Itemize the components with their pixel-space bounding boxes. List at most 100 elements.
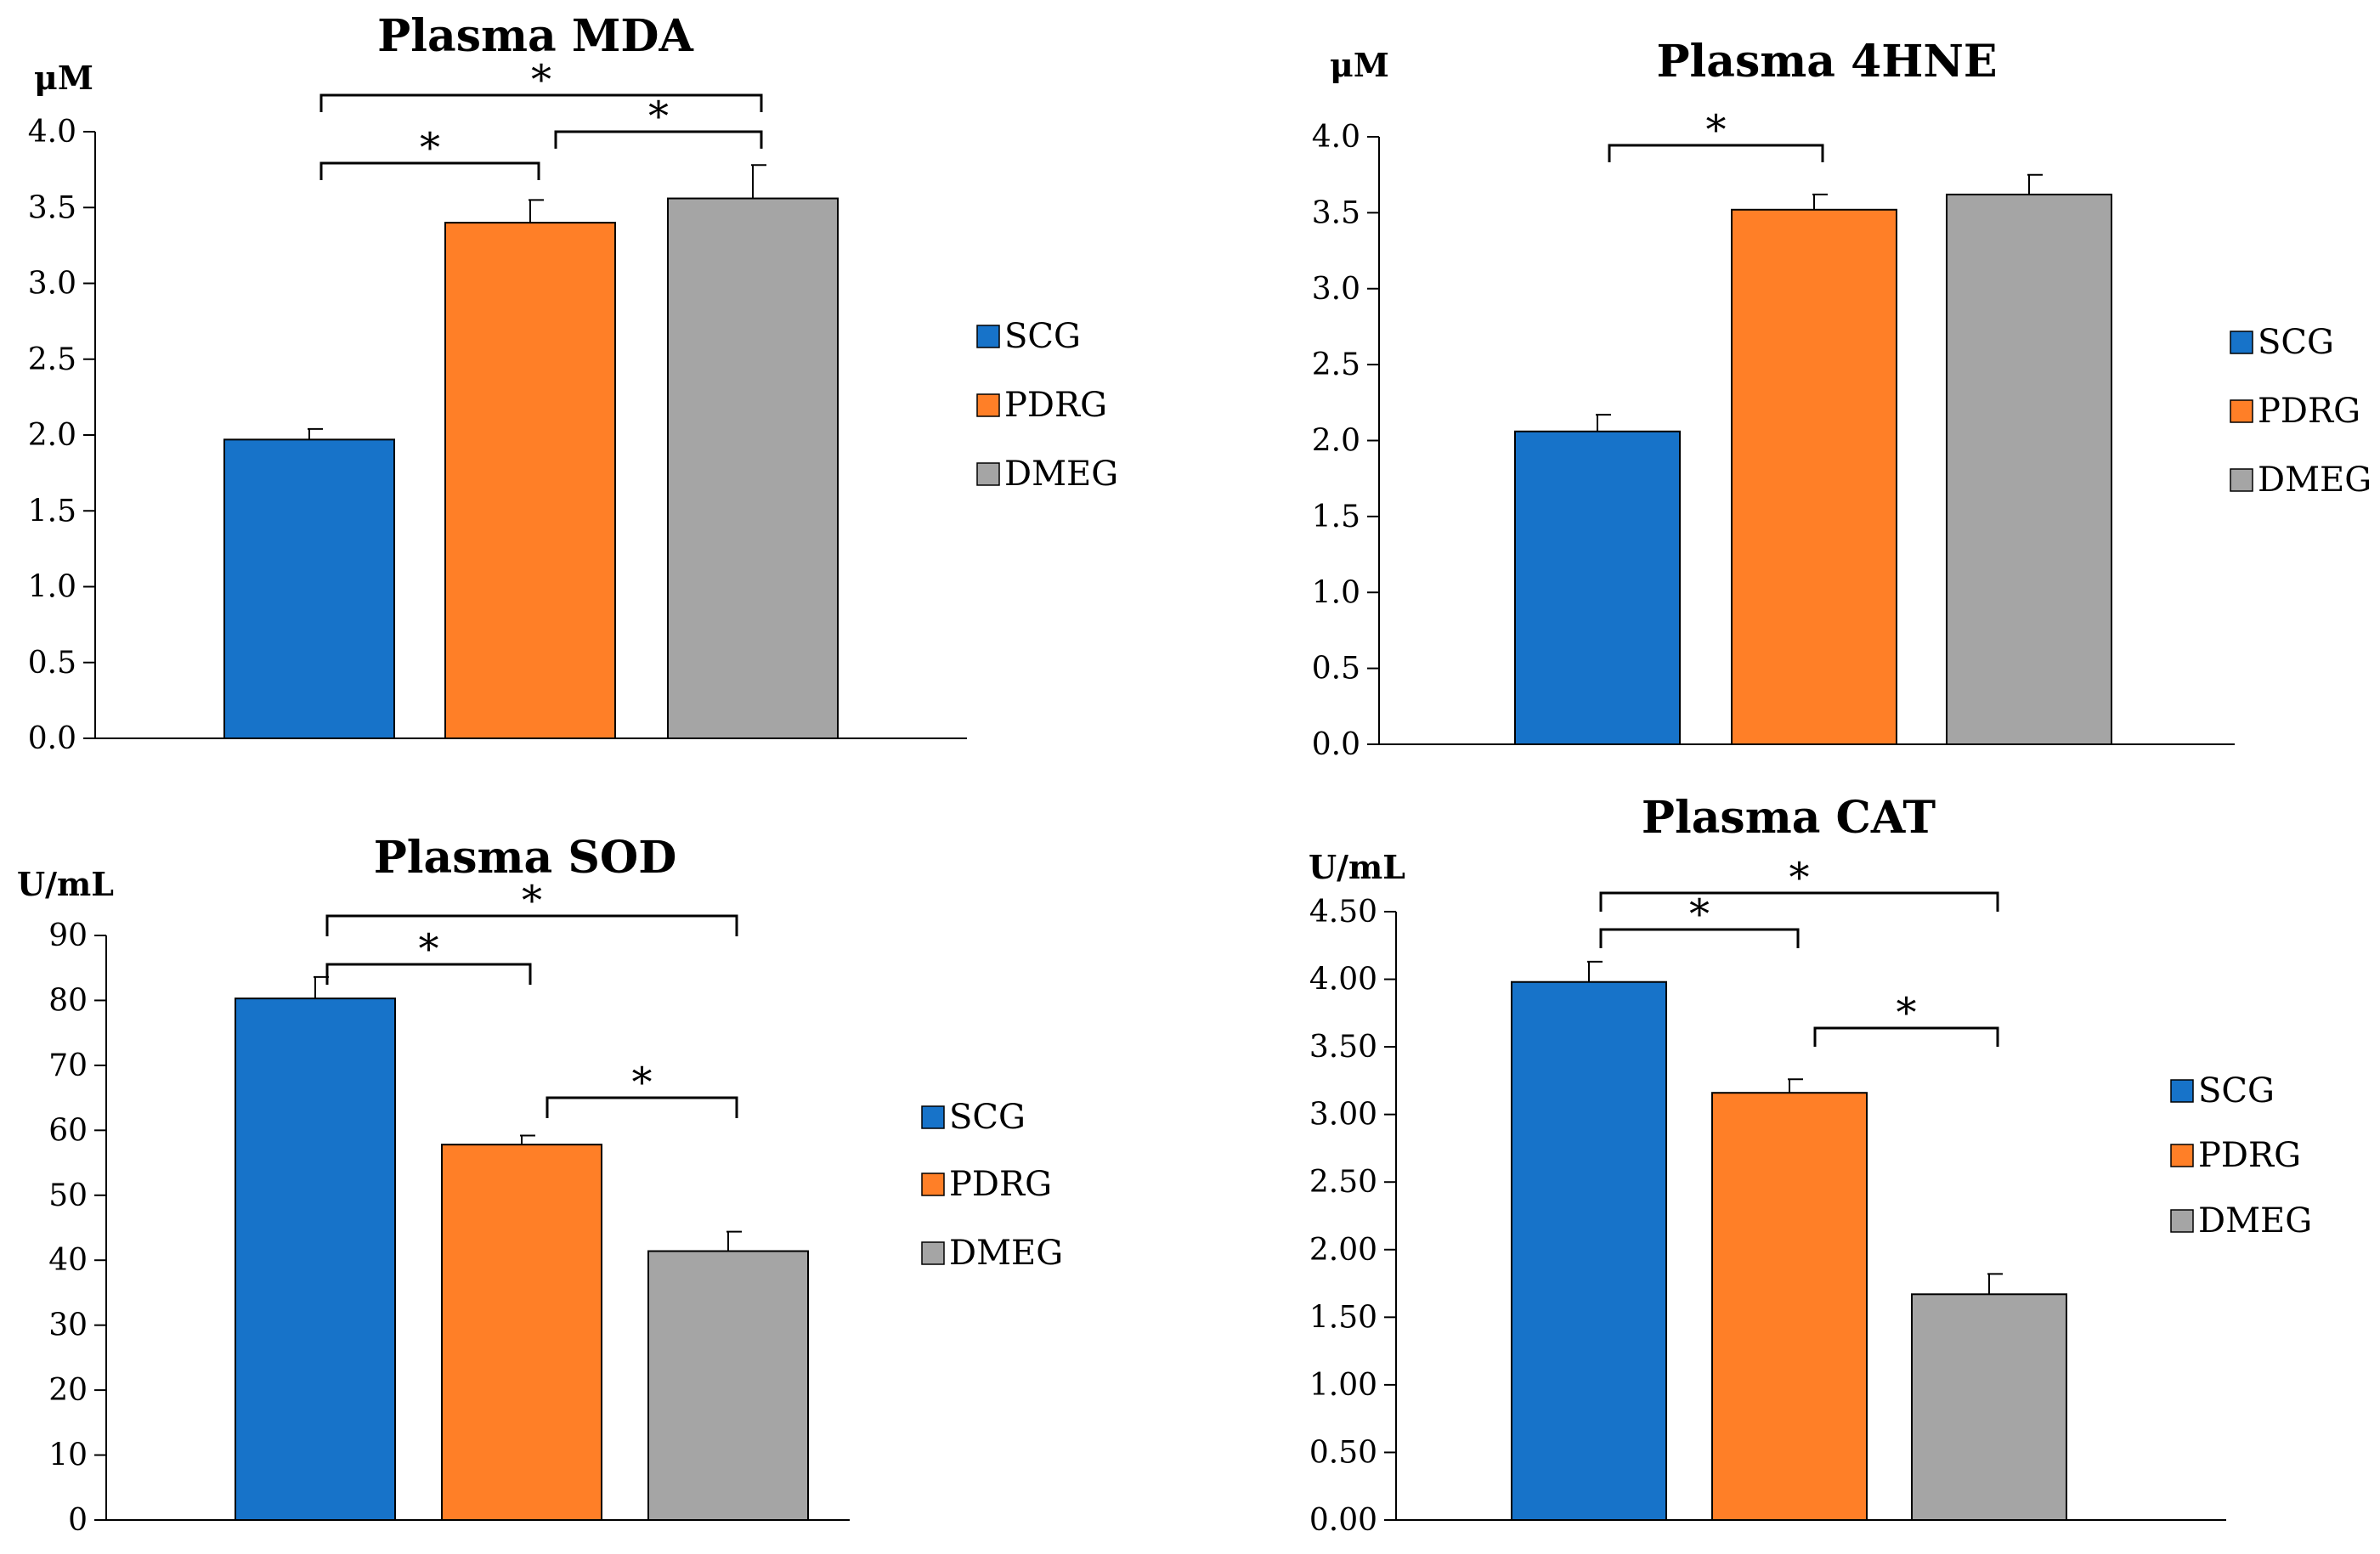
y-tick-label: 4.00 [1309, 963, 1377, 997]
significance-bracket [325, 963, 532, 985]
y-axis-unit: U/mL [17, 865, 114, 903]
chart-title: Plasma CAT [1642, 792, 1936, 844]
legend-swatch-pdrg [976, 393, 1000, 417]
legend-swatch-scg [921, 1105, 945, 1129]
y-tick-label: 1.5 [28, 494, 76, 528]
chart-title: Plasma MDA [377, 10, 693, 62]
significance-star: * [531, 56, 551, 104]
y-tick-label: 20 [48, 1373, 88, 1408]
bar-pdrg [441, 1144, 602, 1521]
significance-bracket [319, 161, 540, 180]
significance-bracket [554, 130, 763, 149]
significance-bracket [1599, 928, 1800, 948]
legend-label-scg: SCG [2198, 1071, 2275, 1110]
y-tick-label: 1.0 [1312, 575, 1360, 610]
y-tick-label: 0.00 [1309, 1503, 1377, 1538]
significance-star: * [648, 93, 669, 140]
significance-star: * [419, 925, 439, 973]
significance-bracket [319, 93, 763, 112]
legend-swatch-scg [976, 325, 1000, 348]
y-tick-label: 2.5 [1312, 348, 1360, 382]
bar-dmeg [647, 1250, 809, 1522]
bar-dmeg [1911, 1293, 2067, 1521]
bar-scg [1511, 980, 1667, 1521]
y-tick-label: 0 [68, 1503, 88, 1538]
legend-label-pdrg: PDRG [1004, 386, 1107, 425]
y-tick-label: 60 [48, 1113, 88, 1148]
legend-swatch-dmeg [2230, 468, 2253, 492]
y-tick-label: 1.0 [28, 570, 76, 605]
bar-scg [235, 997, 396, 1521]
legend-label-pdrg: PDRG [2258, 392, 2360, 431]
y-tick-label: 40 [48, 1243, 88, 1278]
significance-star: * [1706, 106, 1727, 154]
legend-label-scg: SCG [949, 1098, 1026, 1137]
bar-dmeg [1946, 193, 2112, 746]
y-tick-label: 3.00 [1309, 1098, 1377, 1133]
legend-swatch-scg [2170, 1079, 2194, 1103]
legend-label-pdrg: PDRG [949, 1165, 1052, 1204]
chart-sod: Plasma SOD U/mL 0 10 20 30 40 50 60 70 80 90 * * * SCG P… [17, 832, 1063, 1538]
chart-title: Plasma 4HNE [1656, 36, 1997, 88]
legend-swatch-dmeg [2170, 1209, 2194, 1233]
chart-mda: Plasma MDA μM 0.0 0.5 1.0 1.5 2.0 2.5 3.0 3.5 4.0 *… [28, 10, 1118, 756]
significance-star: * [420, 124, 440, 172]
y-tick-label: 4.0 [1312, 120, 1360, 155]
significance-star: * [1689, 890, 1710, 938]
y-tick-label: 2.0 [1312, 424, 1360, 459]
legend-label-dmeg: DMEG [2198, 1201, 2312, 1240]
bar-pdrg [444, 222, 616, 740]
legend-label-dmeg: DMEG [949, 1234, 1063, 1273]
significance-star: * [632, 1059, 653, 1106]
bar-scg [223, 438, 395, 739]
y-tick-label: 50 [48, 1178, 88, 1213]
bar-scg [1514, 430, 1681, 745]
y-axis-unit: U/mL [1309, 848, 1405, 886]
y-tick-label: 1.00 [1309, 1368, 1377, 1403]
y-tick-label: 2.0 [28, 418, 76, 453]
y-tick-label: 2.50 [1309, 1165, 1377, 1200]
bar-pdrg [1731, 208, 1897, 746]
y-tick-label: 3.50 [1309, 1030, 1377, 1065]
legend-label-scg: SCG [1004, 317, 1081, 356]
significance-bracket [546, 1096, 738, 1118]
y-tick-label: 0.5 [28, 646, 76, 681]
legend-label-pdrg: PDRG [2198, 1136, 2301, 1175]
legend-label-dmeg: DMEG [2258, 461, 2372, 500]
legend-swatch-dmeg [976, 462, 1000, 486]
significance-bracket [1608, 144, 1824, 162]
legend-swatch-pdrg [2230, 399, 2253, 423]
y-tick-label: 2.00 [1309, 1233, 1377, 1268]
legend-swatch-scg [2230, 331, 2253, 354]
y-tick-label: 80 [48, 983, 88, 1018]
y-tick-label: 4.0 [28, 115, 76, 150]
y-tick-label: 3.5 [28, 190, 76, 225]
legend-label-scg: SCG [2258, 323, 2334, 362]
y-tick-label: 0.0 [1312, 727, 1360, 762]
significance-bracket [1813, 1026, 1999, 1047]
legend-swatch-pdrg [921, 1173, 945, 1196]
significance-star: * [522, 877, 542, 924]
y-tick-label: 3.5 [1312, 195, 1360, 230]
y-tick-label: 10 [48, 1438, 88, 1473]
y-tick-label: 3.0 [1312, 272, 1360, 307]
chart-hne: Plasma 4HNE μM 0.0 0.5 1.0 1.5 2.0 2.5 3.0 3.5 4.0… [1312, 36, 2372, 762]
y-tick-label: 0.0 [28, 721, 76, 756]
bar-dmeg [667, 197, 839, 740]
bar-pdrg [1711, 1092, 1868, 1521]
y-tick-label: 0.5 [1312, 652, 1360, 687]
y-axis-unit: μM [1330, 46, 1389, 84]
chart-title: Plasma SOD [374, 832, 677, 884]
y-tick-label: 70 [48, 1048, 88, 1083]
legend-label-dmeg: DMEG [1004, 455, 1118, 494]
y-tick-label: 1.50 [1309, 1300, 1377, 1335]
legend-swatch-pdrg [2170, 1144, 2194, 1167]
significance-star: * [1897, 989, 1917, 1037]
y-tick-label: 1.5 [1312, 500, 1360, 534]
y-axis-unit: μM [34, 59, 93, 97]
legend-swatch-dmeg [921, 1241, 945, 1265]
chart-cat: Plasma CAT U/mL 0.00 0.50 1.00 1.50 2.00 2.50 3.… [1309, 792, 2312, 1538]
y-tick-label: 30 [48, 1308, 88, 1343]
y-tick-label: 0.50 [1309, 1435, 1377, 1470]
